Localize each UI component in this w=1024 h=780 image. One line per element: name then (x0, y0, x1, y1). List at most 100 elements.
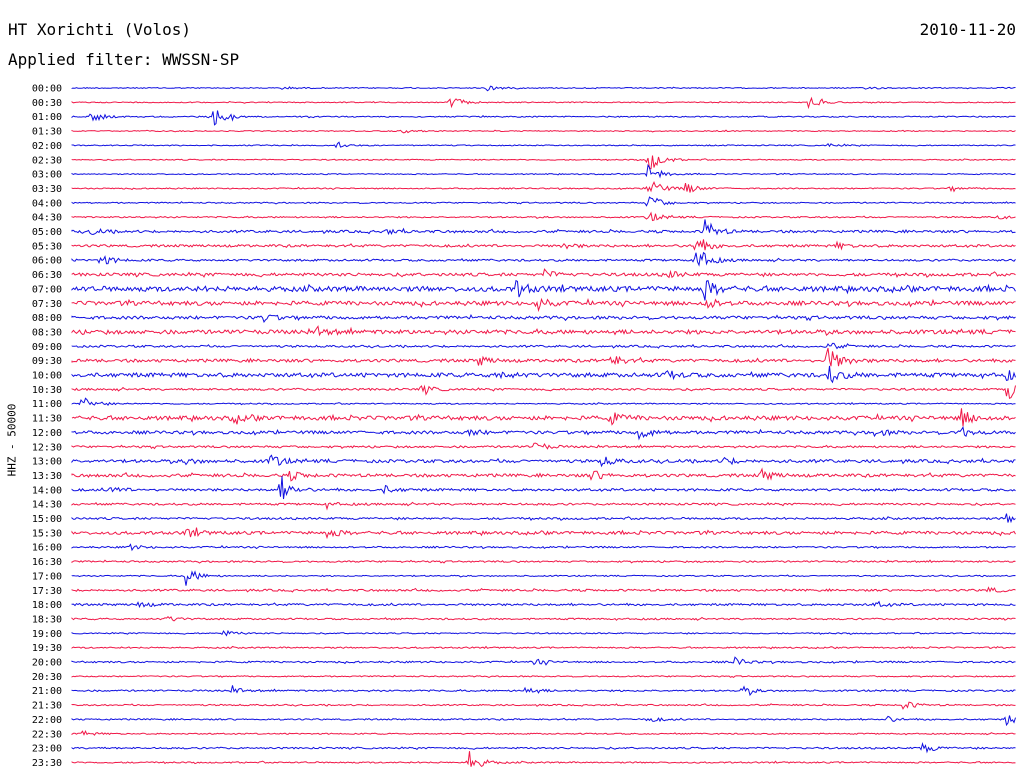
seismogram-traces (71, 85, 1016, 768)
time-label: 22:00 (32, 715, 62, 726)
time-label: 11:30 (32, 414, 62, 425)
trace-line (71, 313, 1016, 323)
time-label: 07:30 (32, 299, 62, 310)
trace-line (71, 297, 1016, 313)
trace-line (71, 181, 1016, 193)
time-label: 17:00 (32, 571, 62, 582)
time-label: 04:30 (32, 213, 62, 224)
trace-line (71, 425, 1016, 441)
time-label: 15:30 (32, 528, 62, 539)
trace-line (71, 196, 1016, 207)
time-label: 07:00 (32, 284, 62, 295)
time-label: 06:30 (32, 270, 62, 281)
trace-line (71, 629, 1016, 637)
trace-line (71, 239, 1016, 251)
time-label: 18:00 (32, 600, 62, 611)
time-label: 03:30 (32, 184, 62, 195)
trace-line (71, 251, 1016, 267)
time-label: 14:30 (32, 500, 62, 511)
trace-line (71, 141, 1016, 149)
trace-line (71, 384, 1016, 400)
trace-line (71, 685, 1016, 697)
time-label: 11:00 (32, 399, 62, 410)
time-label: 09:30 (32, 356, 62, 367)
time-label: 21:00 (32, 686, 62, 697)
trace-line (71, 645, 1016, 650)
trace-line (71, 751, 1016, 768)
time-label: 19:00 (32, 629, 62, 640)
trace-line (71, 570, 1016, 586)
time-label: 14:00 (32, 485, 62, 496)
time-label: 03:00 (32, 170, 62, 181)
time-label: 01:30 (32, 127, 62, 138)
time-label: 23:00 (32, 744, 62, 755)
trace-line (71, 656, 1016, 666)
time-label: 20:30 (32, 672, 62, 683)
trace-line (71, 701, 1016, 710)
time-label: 00:30 (32, 98, 62, 109)
time-label: 10:30 (32, 385, 62, 396)
trace-line (71, 279, 1016, 301)
trace-line (71, 527, 1016, 540)
time-label: 20:00 (32, 658, 62, 669)
trace-line (71, 219, 1016, 236)
trace-line (71, 397, 1016, 407)
time-label: 08:30 (32, 327, 62, 338)
time-label: 12:30 (32, 442, 62, 453)
time-label: 13:30 (32, 471, 62, 482)
time-label: 21:30 (32, 701, 62, 712)
trace-line (71, 615, 1016, 622)
time-label: 18:30 (32, 614, 62, 625)
time-label: 08:00 (32, 313, 62, 324)
trace-line (71, 163, 1016, 179)
trace-line (71, 715, 1016, 727)
time-label: 02:30 (32, 155, 62, 166)
time-label: 00:00 (32, 84, 62, 95)
time-label: 05:30 (32, 241, 62, 252)
trace-line (71, 467, 1016, 482)
trace-line (71, 96, 1016, 110)
station-title: HT Xorichti (Volos) (8, 20, 192, 39)
time-labels: 00:00 00:30 01:00 01:30 02:00 02:30 03:00 03:30… (32, 84, 62, 769)
time-label: 12:00 (32, 428, 62, 439)
time-label: 10:00 (32, 371, 62, 382)
trace-line (71, 347, 1016, 367)
time-label: 04:00 (32, 198, 62, 209)
trace-line (71, 155, 1016, 170)
trace-line (71, 268, 1016, 279)
trace-line (71, 586, 1016, 593)
trace-line (71, 85, 1016, 92)
trace-line (71, 129, 1016, 134)
trace-line (71, 454, 1016, 468)
trace-line (71, 543, 1016, 552)
time-label: 09:00 (32, 342, 62, 353)
filter-label: Applied filter: WWSSN-SP (8, 50, 240, 69)
time-label: 16:00 (32, 543, 62, 554)
trace-line (71, 211, 1016, 222)
time-label: 05:00 (32, 227, 62, 238)
time-label: 02:00 (32, 141, 62, 152)
time-label: 22:30 (32, 729, 62, 740)
time-label: 15:00 (32, 514, 62, 525)
time-label: 13:00 (32, 457, 62, 468)
record-date: 2010-11-20 (919, 20, 1016, 39)
time-label: 19:30 (32, 643, 62, 654)
trace-line (71, 559, 1016, 564)
trace-line (71, 325, 1016, 337)
time-label: 17:30 (32, 586, 62, 597)
trace-line (71, 600, 1016, 609)
trace-line (71, 408, 1016, 427)
trace-line (71, 513, 1016, 524)
time-label: 01:00 (32, 112, 62, 123)
trace-line (71, 476, 1016, 500)
trace-line (71, 342, 1016, 350)
trace-line (71, 729, 1016, 736)
trace-line (71, 674, 1016, 679)
trace-line (71, 501, 1016, 511)
trace-line (71, 442, 1016, 450)
trace-line (71, 365, 1016, 384)
time-label: 23:30 (32, 758, 62, 769)
trace-line (71, 110, 1016, 126)
time-label: 16:30 (32, 557, 62, 568)
